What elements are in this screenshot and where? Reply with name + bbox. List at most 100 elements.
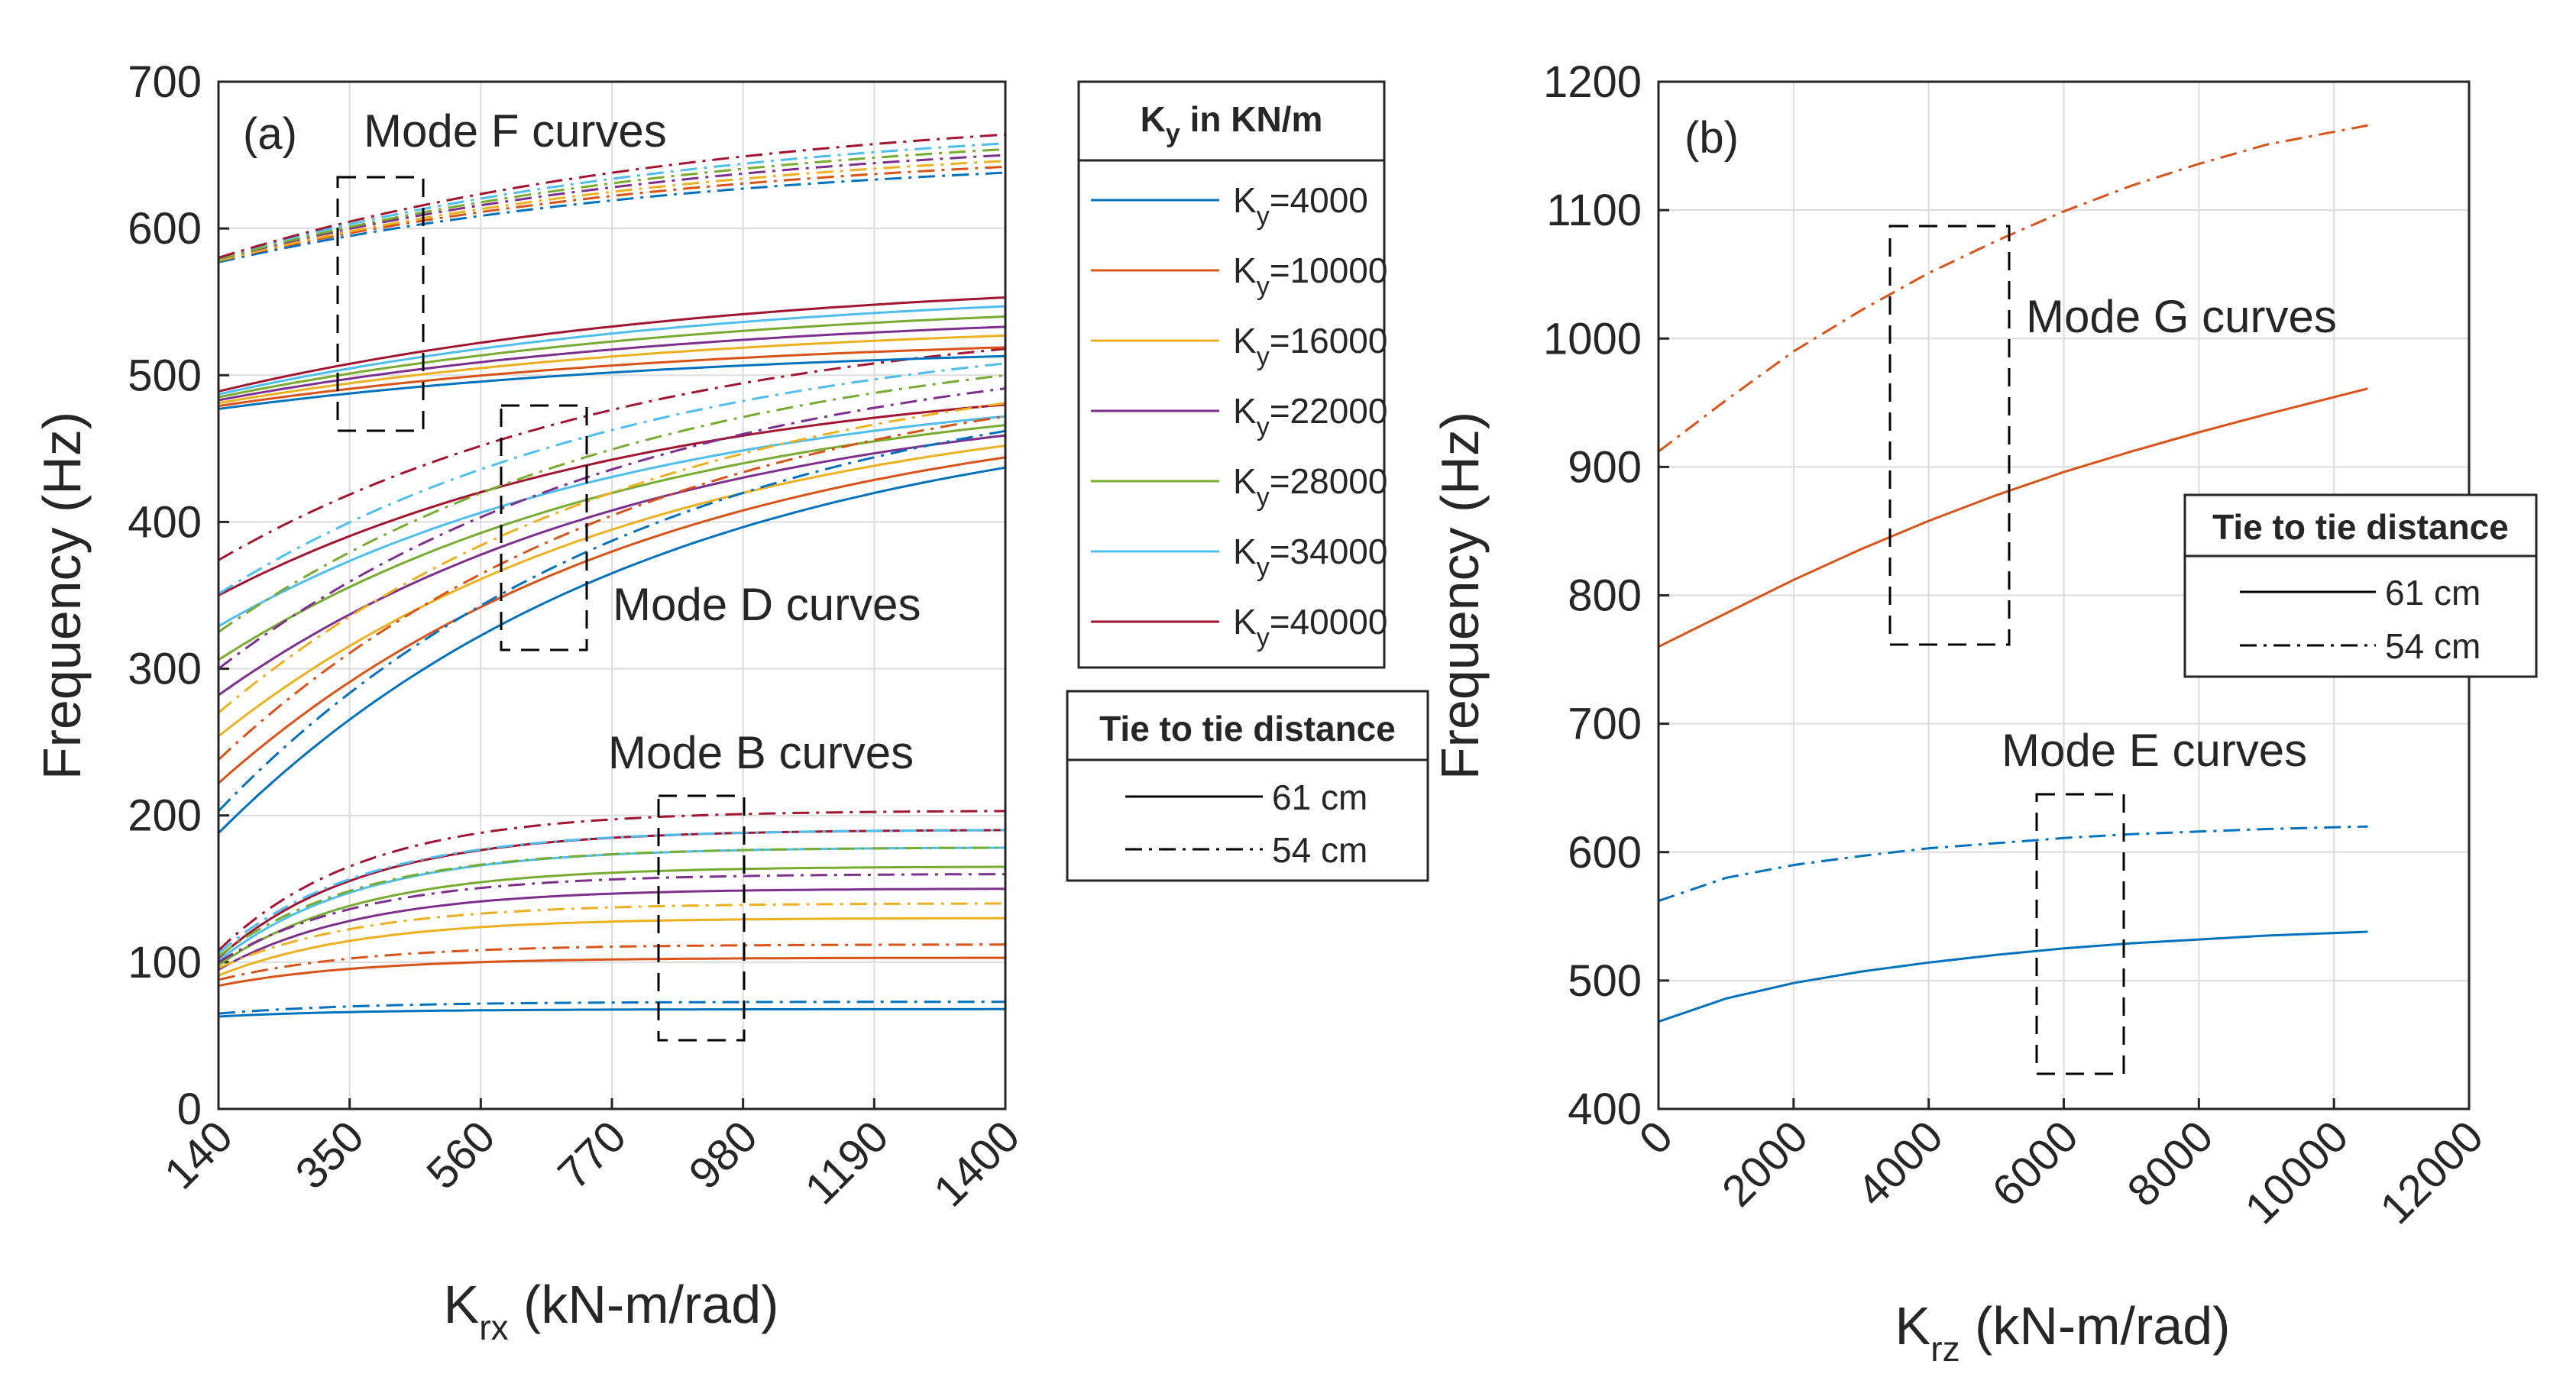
- panel-a-y-tick-label: 600: [128, 204, 202, 254]
- legend-ky-item-sub: y: [1257, 342, 1270, 371]
- panel-a-x-tick-label: 770: [549, 1111, 636, 1198]
- annotation-mode-g: Mode G curves: [2026, 291, 2337, 342]
- panel-b-x-tick-label: 10000: [2235, 1111, 2358, 1233]
- legend-ky-item-value: =34000: [1270, 532, 1388, 571]
- legend-ky-item-label: Ky=34000: [1233, 532, 1387, 582]
- legend-ky-item-label: Ky=4000: [1233, 180, 1368, 231]
- panel-a-dashed-boxes: [336, 176, 746, 1042]
- panel-b-x-axis-label-sub: rz: [1930, 1329, 1960, 1369]
- panel-b-x-tick-label: 12000: [2371, 1111, 2493, 1233]
- mode-f-ky34000-54cm-line: [218, 142, 1006, 260]
- legend-ky-item-label: Ky=16000: [1233, 321, 1387, 371]
- legend-ky-items: Ky=4000Ky=10000Ky=16000Ky=22000Ky=28000K…: [1091, 180, 1387, 652]
- panel-a-x-tick-labels: 140 350 560 770 980 1190 1400: [155, 1111, 1029, 1216]
- panel-a-series-lines: [217, 133, 1006, 1018]
- mode-b-ky22000-61cm-line: [218, 887, 1005, 971]
- mode-b-ky16000-54cm-line: [218, 902, 1005, 969]
- mode-b-highlight-box: [657, 794, 746, 1042]
- mode-e-61-cm-line: [1658, 930, 2368, 1023]
- legend-tie-b-title: Tie to tie distance: [2212, 507, 2509, 547]
- panel-a-x-tick-label: 1400: [924, 1111, 1029, 1216]
- legend-ky-item-main: K: [1233, 532, 1257, 571]
- mode-e-highlight-box: [2035, 793, 2125, 1075]
- panel-a-x-tick-label: 980: [679, 1111, 766, 1198]
- legend-ky-item-label: Ky=28000: [1233, 461, 1387, 512]
- mode-b-ky22000-54cm-line: [218, 873, 1005, 964]
- panel-a-x-tick-label: 350: [286, 1111, 373, 1198]
- mode-b-ky4000-54cm-line: [218, 1000, 1005, 1015]
- panel-a-x-axis-label-rest: (kN-m/rad): [509, 1275, 779, 1334]
- legend-ky-item-value: =16000: [1270, 321, 1388, 360]
- panel-b-x-tick-label: 6000: [1982, 1111, 2087, 1216]
- legend-ky-item-sub: y: [1257, 623, 1270, 652]
- panel-a-y-tick-label: 500: [128, 351, 202, 400]
- legend-ky-item-value: =10000: [1270, 251, 1388, 290]
- legend-tie-b-box: [2183, 493, 2538, 678]
- mode-f-ky28000-61cm-line: [218, 315, 1006, 399]
- legend-ky-item-label: Ky=22000: [1233, 391, 1387, 441]
- legend-ky-item-value: =4000: [1270, 180, 1368, 220]
- panel-a-label: (a): [243, 109, 297, 159]
- annotation-mode-e: Mode E curves: [2002, 725, 2307, 776]
- legend-ky-title-main: K: [1141, 99, 1166, 139]
- mode-d-ky16000-54cm-line: [218, 402, 1006, 714]
- panel-a-y-tick-label: 700: [128, 57, 202, 107]
- mode-b-ky4000-61cm-line: [218, 1007, 1005, 1018]
- mode-d-ky40000-54cm-line: [218, 348, 1006, 561]
- panel-a-y-tick-label: 300: [128, 645, 202, 694]
- legend-tie-a-54: 54 cm: [1272, 830, 1367, 870]
- legend-ky-title: Ky in KN/m: [1141, 99, 1323, 148]
- mode-d-highlight-box: [500, 404, 588, 651]
- mode-d-ky4000-54cm-line: [217, 429, 1006, 813]
- panel-b-x-tick-label: 4000: [1848, 1111, 1953, 1216]
- mode-b-ky10000-61cm-line: [218, 956, 1005, 988]
- legend-tie-b-54: 54 cm: [2385, 626, 2481, 666]
- legend-tie-a-title: Tie to tie distance: [1099, 709, 1396, 748]
- mode-d-ky34000-61cm-line: [218, 415, 1006, 628]
- panel-b-y-tick-label: 1200: [1543, 57, 1642, 107]
- legend-ky-item-main: K: [1233, 602, 1257, 642]
- mode-d-ky22000-54cm-line: [218, 387, 1006, 670]
- legend-ky-item-value: =22000: [1270, 391, 1388, 431]
- panel-b-y-tick-label: 500: [1568, 956, 1642, 1006]
- panel-a-y-tick-labels: 0 100 200 300 400 500 600 700: [128, 57, 202, 1134]
- panel-b-series-lines: [1658, 124, 2368, 1023]
- legend-ky-item-main: K: [1233, 461, 1257, 501]
- legend-ky-title-rest: in KN/m: [1180, 99, 1323, 139]
- mode-g-54-cm-line: [1658, 124, 2368, 453]
- legend-ky-item-main: K: [1233, 321, 1257, 360]
- legend-ky: Ky in KN/m Ky=4000Ky=10000Ky=16000Ky=220…: [1077, 80, 1387, 669]
- panel-b-x-axis-label-rest: (kN-m/rad): [1960, 1296, 2231, 1356]
- panel-b-y-tick-label: 600: [1568, 828, 1642, 878]
- mode-f-ky40000-61cm-line: [218, 296, 1006, 393]
- legend-ky-item-main: K: [1233, 180, 1257, 220]
- mode-f-ky22000-54cm-line: [218, 154, 1006, 260]
- panel-b-dashed-boxes: [1888, 225, 2125, 1075]
- panel-b-x-axis-label: Krz (kN-m/rad): [1895, 1296, 2231, 1369]
- legend-tie-a-61: 61 cm: [1272, 777, 1367, 817]
- panel-a-chart: 0 100 200 300 400 500 600 700 140 350 560 770 980 11…: [32, 57, 1029, 1347]
- legend-ky-item-main: K: [1233, 391, 1257, 431]
- legend-ky-item-sub: y: [1257, 272, 1270, 301]
- mode-d-ky40000-61cm-line: [218, 403, 1006, 596]
- panel-a-x-axis-label-sub: rx: [479, 1308, 508, 1347]
- legend-tie-b-61: 61 cm: [2385, 573, 2481, 613]
- legend-ky-item-sub: y: [1257, 483, 1270, 512]
- panel-a-y-tick-label: 100: [128, 938, 202, 988]
- mode-d-ky16000-61cm-line: [218, 444, 1006, 738]
- mode-f-ky16000-61cm-line: [218, 334, 1006, 405]
- panel-b-y-tick-label: 1000: [1543, 314, 1642, 364]
- annotation-mode-f: Mode F curves: [364, 105, 667, 157]
- mode-b-ky28000-61cm-line: [218, 865, 1005, 966]
- panel-a-y-tick-label: 400: [128, 497, 202, 547]
- mode-f-ky40000-54cm-line: [218, 133, 1006, 260]
- annotation-mode-b: Mode B curves: [608, 727, 914, 778]
- mode-b-ky16000-61cm-line: [218, 916, 1005, 977]
- mode-b-ky10000-54cm-line: [218, 943, 1005, 981]
- mode-d-ky4000-61cm-line: [217, 466, 1006, 834]
- mode-b-ky28000-54cm-line: [218, 846, 1005, 958]
- legend-ky-item-label: Ky=10000: [1233, 251, 1387, 301]
- panel-b-y-tick-label: 1100: [1546, 186, 1642, 235]
- panel-b-x-axis-label-main: K: [1895, 1296, 1931, 1356]
